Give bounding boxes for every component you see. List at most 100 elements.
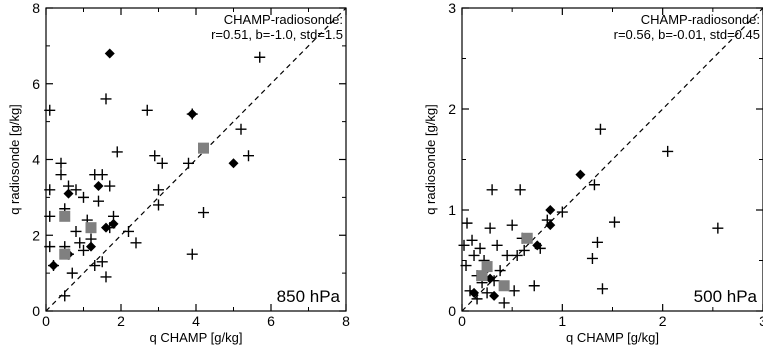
- x-tick-label: 1: [558, 313, 566, 329]
- plus-point: [596, 283, 608, 295]
- x-tick-label: 2: [659, 313, 667, 329]
- plus-point: [100, 93, 112, 105]
- diamond-point: [101, 222, 111, 233]
- plus-point: [104, 180, 116, 192]
- plus-point: [481, 287, 493, 299]
- y-tick-label: 0: [32, 303, 40, 319]
- plus-point: [55, 157, 67, 169]
- plus-point: [78, 244, 89, 256]
- y-axis-label: q radiosonde [g/kg]: [7, 104, 22, 215]
- plus-point: [588, 179, 600, 191]
- diamond-point: [485, 273, 496, 284]
- stats-title: CHAMP-radiosonde:: [224, 12, 343, 27]
- plus-point: [198, 207, 209, 219]
- plus-point: [518, 244, 530, 256]
- plus-point: [712, 222, 724, 234]
- y-tick-label: 3: [448, 0, 456, 16]
- plus-point: [486, 184, 498, 196]
- plus-point: [55, 169, 67, 181]
- pressure-level-label: 850 hPa: [277, 287, 341, 306]
- plus-point: [74, 237, 86, 249]
- plus-point: [468, 249, 480, 261]
- plus-point: [609, 216, 621, 228]
- plus-point: [123, 225, 134, 237]
- x-tick-label: 0: [458, 313, 466, 329]
- y-tick-label: 0: [448, 303, 456, 319]
- diamond-point: [104, 48, 115, 59]
- plus-point: [498, 297, 510, 309]
- plus-point: [96, 169, 108, 181]
- plus-point: [141, 104, 153, 116]
- plus-point: [70, 184, 82, 196]
- plus-point: [471, 293, 483, 305]
- plus-point: [594, 123, 606, 135]
- plus-point: [556, 206, 568, 218]
- square-point: [85, 222, 97, 234]
- square-point: [476, 270, 488, 282]
- diamond-point: [63, 188, 74, 199]
- y-tick-label: 8: [32, 0, 40, 16]
- y-tick-label: 6: [32, 76, 40, 92]
- plus-point: [528, 280, 540, 292]
- plus-point: [501, 249, 513, 261]
- plus-point: [586, 252, 598, 264]
- square-point: [198, 142, 209, 154]
- diamond-point: [545, 220, 556, 231]
- plus-point: [506, 219, 518, 231]
- diamond-point: [469, 287, 480, 298]
- plus-point: [100, 271, 112, 283]
- plus-point: [243, 150, 254, 162]
- plus-point: [511, 249, 523, 261]
- plus-point: [149, 150, 161, 162]
- y-tick-label: 2: [448, 101, 456, 117]
- diamond-point: [86, 241, 96, 252]
- x-tick-label: 2: [117, 313, 125, 329]
- x-tick-label: 3: [759, 313, 763, 329]
- stats-title: CHAMP-radiosonde:: [641, 12, 760, 27]
- plus-point: [111, 146, 123, 158]
- panel-2: 0 1 2 3 0 1 2 3 q CHAMP [g/kg] q radiosonde [g/kg…: [423, 0, 763, 345]
- diamond-point: [489, 290, 500, 301]
- plus-point: [78, 191, 89, 203]
- diamond-point: [108, 218, 119, 229]
- square-point: [59, 210, 71, 222]
- plus-point: [494, 265, 506, 277]
- plus-point: [183, 157, 194, 169]
- diamond-point: [228, 158, 239, 169]
- square-point: [521, 232, 533, 244]
- pressure-level-label: 500 hPa: [694, 287, 758, 306]
- plus-point: [461, 217, 473, 229]
- plus-point: [96, 256, 108, 268]
- plus-point: [514, 184, 526, 196]
- plus-point: [59, 290, 71, 302]
- x-axis-label: q CHAMP [g/kg]: [566, 330, 659, 345]
- diamond-point: [187, 109, 198, 120]
- diamond-point: [575, 169, 586, 180]
- plus-point: [474, 242, 486, 254]
- y-tick-label: 1: [448, 202, 456, 218]
- x-tick-label: 4: [192, 313, 200, 329]
- y-axis-label: q radiosonde [g/kg]: [423, 104, 438, 215]
- plus-point: [235, 123, 247, 135]
- plus-point: [591, 236, 603, 248]
- plus-point: [153, 199, 164, 211]
- stats-values: r=0.51, b=-1.0, std=1.5: [211, 27, 343, 42]
- reference-line: [461, 7, 763, 312]
- plus-point: [491, 239, 503, 251]
- y-tick-label: 2: [32, 227, 40, 243]
- square-point: [498, 280, 510, 292]
- diamond-point: [545, 205, 556, 215]
- plus-point: [70, 225, 82, 237]
- y-tick-label: 4: [32, 152, 40, 168]
- plus-point: [484, 222, 496, 234]
- plus-point: [66, 267, 78, 279]
- plus-point: [662, 145, 674, 157]
- square-point: [481, 261, 493, 273]
- plus-point: [130, 237, 142, 249]
- plus-point: [254, 51, 266, 63]
- plus-point: [93, 195, 104, 207]
- plus-point: [186, 248, 198, 260]
- plus-point: [458, 239, 470, 251]
- plus-point: [156, 157, 168, 169]
- plus-point: [153, 184, 164, 196]
